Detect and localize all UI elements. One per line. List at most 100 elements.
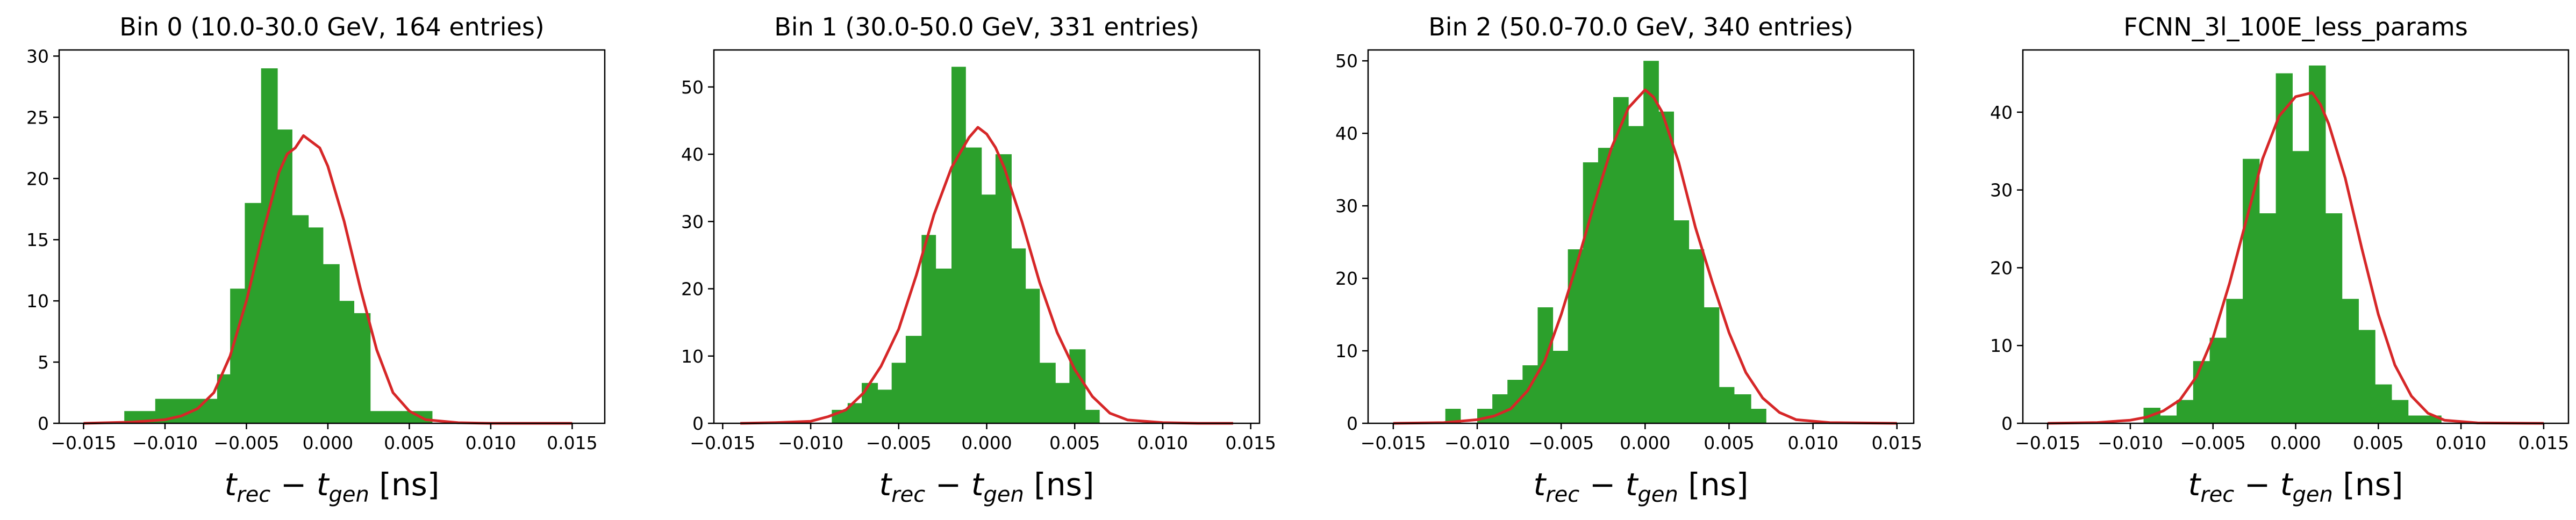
y-tick-label: 10: [1335, 341, 1358, 362]
y-tick-label: 30: [1990, 180, 2013, 201]
gaussian-fit-line: [740, 126, 1233, 425]
y-tick-label: 20: [681, 279, 704, 300]
histogram-bars: [832, 67, 1100, 424]
histogram-bar: [384, 411, 402, 423]
histogram-bar: [1492, 394, 1508, 423]
histogram-bar: [1673, 220, 1690, 423]
x-tick-label: −0.010: [778, 432, 843, 453]
x-tick-label: 0.000: [961, 432, 1012, 453]
y-tick-label: 20: [1335, 268, 1358, 289]
y-tick-label: 50: [1335, 50, 1358, 71]
x-tick-label: −0.010: [1444, 432, 1510, 453]
x-tick-label: 0.005: [384, 432, 434, 453]
histogram-bar: [245, 203, 262, 423]
histogram-bar: [323, 264, 340, 423]
histogram-bar: [1734, 394, 1751, 423]
y-tick-label: 0: [38, 413, 49, 434]
histogram-bar: [1643, 61, 1659, 423]
y-tick-label: 30: [1335, 196, 1358, 216]
y-tick-label: 10: [26, 291, 49, 312]
histogram-bar: [2309, 65, 2326, 424]
histogram-bar: [935, 268, 952, 423]
y-tick-label: 30: [26, 46, 49, 67]
histogram-bar: [1537, 307, 1554, 423]
y-tick-label: 30: [681, 211, 704, 232]
y-tick-label: 40: [1335, 123, 1358, 144]
x-tick-label: −0.015: [1361, 432, 1426, 453]
histogram-bar: [261, 68, 278, 424]
histogram-bar: [1688, 249, 1705, 423]
y-tick-label: 5: [38, 352, 49, 373]
y-tick-label: 10: [1990, 335, 2013, 356]
histogram-bar: [2209, 337, 2227, 423]
histogram-bar: [1011, 248, 1026, 423]
x-tick-label: 0.005: [1704, 432, 1754, 453]
histogram-bar: [1719, 387, 1735, 423]
y-tick-label: 20: [26, 168, 49, 189]
x-tick-label: −0.010: [132, 432, 198, 453]
histogram-bar: [2375, 384, 2392, 423]
chart-panel-2: −0.015 −0.010 −0.005 0.000 0.005 0.010 0.015 0 1…: [1335, 12, 1922, 507]
y-tick-label: 0: [1347, 413, 1358, 434]
x-tick-label: −0.005: [866, 432, 932, 453]
histogram-bar: [308, 227, 324, 423]
chart-title: Bin 2 (50.0-70.0 GeV, 340 entries): [1428, 12, 1854, 41]
histogram-bar: [965, 147, 982, 424]
histogram-bar: [292, 215, 309, 423]
histogram-bar: [1085, 409, 1100, 423]
histogram-bar: [370, 411, 385, 423]
histogram-bar: [1552, 351, 1569, 423]
histogram-bar: [995, 154, 1012, 423]
histogram-bar: [1613, 97, 1629, 423]
x-tick-label: 0.015: [1225, 432, 1276, 453]
x-axis-label: trec − tgen [ns]: [2188, 466, 2403, 507]
histogram-bar: [1568, 249, 1584, 423]
chart-panel-1: −0.015 −0.010 −0.005 0.000 0.005 0.010 0.015 0 1…: [681, 12, 1276, 507]
histogram-bar: [862, 382, 878, 423]
histogram-bar: [1704, 307, 1720, 423]
histogram-bar: [339, 301, 355, 423]
histogram-bar: [2358, 330, 2375, 423]
x-tick-label: −0.005: [2180, 432, 2246, 453]
x-tick-label: −0.015: [2015, 432, 2080, 453]
x-tick-label: 0.000: [2270, 432, 2321, 453]
chart-panel-3: −0.015 −0.010 −0.005 0.000 0.005 0.010 0.015 0 1…: [1990, 12, 2570, 507]
y-tick-label: 0: [692, 413, 704, 434]
y-tick-label: 50: [681, 77, 704, 98]
histogram-bar: [2408, 415, 2425, 423]
histogram-bar: [1039, 363, 1056, 423]
gaussian-fit-line: [83, 134, 573, 425]
histogram-bar: [2276, 73, 2293, 423]
axes-frame: [1367, 49, 1915, 424]
chart-panel-0: −0.015 −0.010 −0.005 0.000 0.005 0.010 0.015 0 5…: [26, 12, 606, 507]
histogram-bar: [2226, 299, 2243, 423]
y-tick-label: 10: [681, 346, 704, 367]
x-tick-label: −0.015: [690, 432, 755, 453]
histogram-bar: [951, 67, 966, 424]
x-tick-label: 0.005: [2353, 432, 2403, 453]
chart-title: FCNN_3l_100E_less_params: [2123, 12, 2468, 41]
histogram-bar: [1055, 382, 1070, 423]
x-tick-label: 0.010: [466, 432, 516, 453]
x-tick-label: 0.000: [1620, 432, 1670, 453]
x-tick-label: 0.010: [2436, 432, 2486, 453]
y-tick-label: 40: [681, 144, 704, 165]
y-tick-label: 0: [2001, 413, 2013, 434]
x-tick-label: −0.010: [2098, 432, 2163, 453]
histogram-bar: [1598, 148, 1614, 424]
x-tick-label: 0.015: [2518, 432, 2569, 453]
histogram-bar: [2292, 151, 2309, 423]
histogram-bar: [2325, 213, 2343, 423]
histogram-bar: [277, 129, 292, 424]
y-tick-label: 15: [26, 229, 49, 250]
histogram-bar: [2177, 400, 2194, 423]
x-tick-label: 0.010: [1137, 432, 1188, 453]
histogram-bar: [354, 313, 371, 423]
x-tick-label: 0.015: [1872, 432, 1922, 453]
histogram-bars: [1445, 61, 1766, 424]
histogram-bar: [2160, 415, 2177, 423]
chart-title: Bin 0 (10.0-30.0 GeV, 164 entries): [119, 12, 545, 41]
histogram-bar: [1628, 126, 1644, 423]
histogram-bar: [921, 235, 936, 423]
y-tick-label: 20: [1990, 257, 2013, 278]
